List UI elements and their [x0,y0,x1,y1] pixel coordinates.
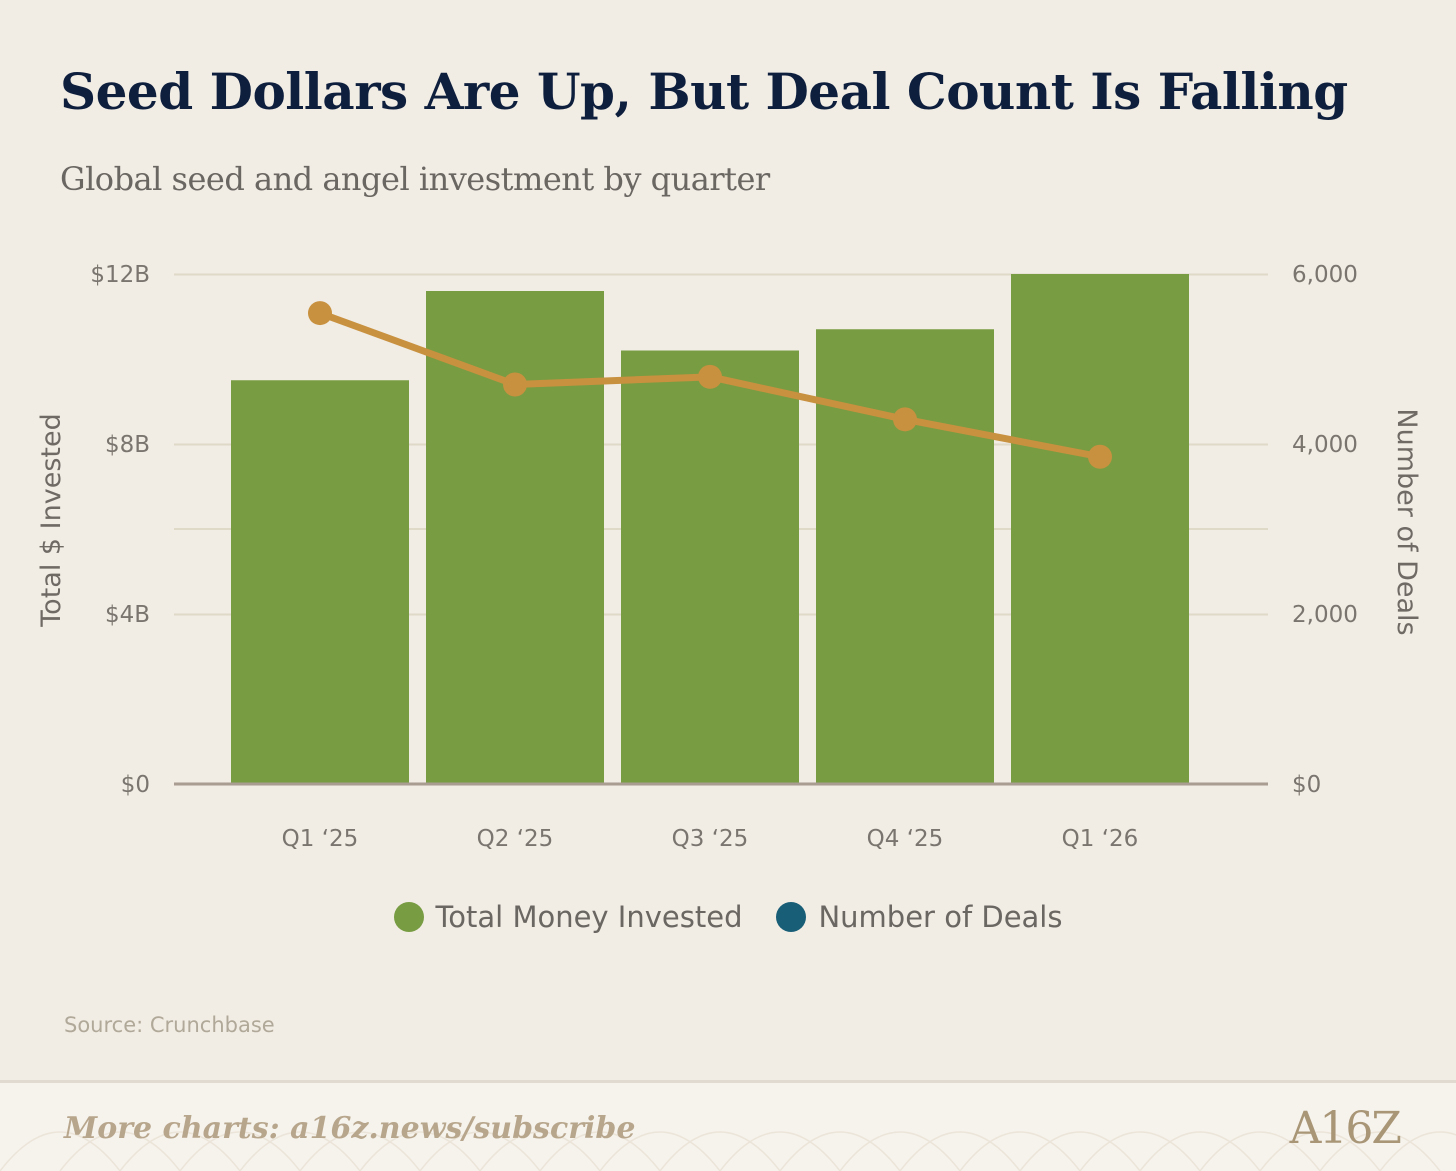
bar-money [816,329,994,784]
point-deals [308,301,332,326]
point-deals [503,372,527,397]
x-tick-label: Q4 ‘25 [867,826,944,852]
x-tick-label: Q2 ‘25 [477,826,554,852]
point-deals [893,407,917,432]
subscribe-link[interactable]: More charts: a16z.news/subscribe [64,1111,636,1146]
x-tick-label: Q1 ‘25 [282,826,359,852]
y-right-tick-label: $0 [1292,772,1321,798]
source-note: Source: Crunchbase [64,1013,275,1037]
y-left-axis-title: Total $ Invested [36,413,67,627]
bar-money [621,350,799,784]
chart-title: Seed Dollars Are Up, But Deal Count Is F… [60,62,1348,121]
legend-swatch-deals [776,902,807,932]
y-right-tick-label: 2,000 [1292,602,1358,628]
legend-label-deals: Number of Deals [818,900,1063,934]
y-right-tick-label: 4,000 [1292,432,1358,458]
chart-legend: Total Money Invested Number of Deals [0,900,1456,934]
x-tick-label: Q3 ‘25 [672,826,749,852]
legend-item-money: Total Money Invested [393,900,743,934]
y-left-tick-label: $8B [105,432,150,458]
footer-pattern [0,1131,1456,1171]
point-deals [698,364,722,389]
x-tick-label: Q1 ‘26 [1062,826,1139,852]
y-right-axis-title: Number of Deals [1391,408,1422,635]
y-left-tick-label: $12B [90,262,150,288]
a16z-logo: A16Z [1289,1103,1402,1154]
legend-swatch-money [393,902,424,932]
y-left-tick-label: $4B [105,602,150,628]
legend-item-deals: Number of Deals [776,900,1062,934]
bar-money [1011,274,1189,784]
point-deals [1088,444,1112,469]
legend-label-money: Total Money Invested [435,900,743,934]
chart-subtitle: Global seed and angel investment by quar… [60,160,770,198]
y-right-tick-label: 6,000 [1292,262,1358,288]
y-left-tick-label: $0 [121,772,150,798]
bar-money [231,380,409,784]
chart-area: $0 $4B $8B $12B $0 2,000 4,000 6,000 Q1 ‘25 Q2 ‘2… [36,262,1422,852]
footer-bar: More charts: a16z.news/subscribe A16Z [0,1080,1456,1171]
